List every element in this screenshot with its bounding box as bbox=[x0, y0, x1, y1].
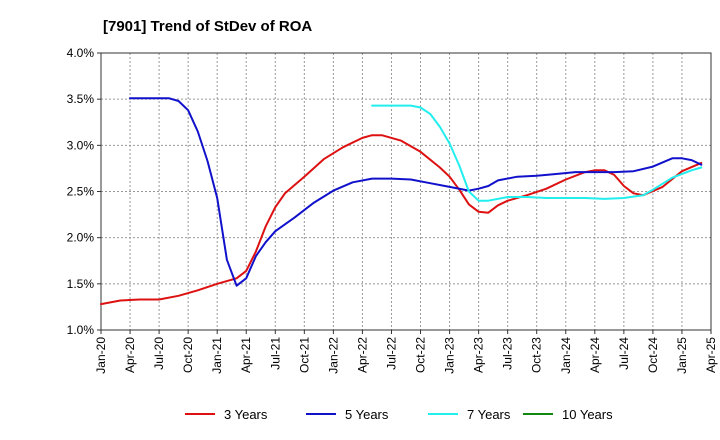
x-tick-label: Jan-20 bbox=[94, 337, 108, 374]
y-tick-label: 3.0% bbox=[67, 138, 95, 152]
x-tick-label: Oct-24 bbox=[646, 337, 660, 373]
x-tick-label: Jan-24 bbox=[559, 337, 573, 374]
x-tick-label: Apr-21 bbox=[239, 337, 253, 373]
y-tick-label: 3.5% bbox=[67, 92, 95, 106]
legend-label: 10 Years bbox=[562, 407, 613, 422]
y-tick-label: 1.0% bbox=[67, 323, 95, 337]
y-tick-label: 2.5% bbox=[67, 185, 95, 199]
x-tick-label: Jan-21 bbox=[210, 337, 224, 374]
series-lines bbox=[100, 97, 703, 306]
legend-label: 3 Years bbox=[224, 407, 268, 422]
x-tick-label: Apr-23 bbox=[472, 337, 486, 373]
x-tick-label: Jul-21 bbox=[268, 337, 282, 370]
x-tick-label: Jul-24 bbox=[617, 337, 631, 370]
x-tick-label: Jul-23 bbox=[501, 337, 515, 370]
series-line-3-years bbox=[100, 134, 703, 306]
x-tick-label: Oct-21 bbox=[297, 337, 311, 373]
chart-title: [7901] Trend of StDev of ROA bbox=[103, 18, 312, 35]
x-tick-label: Apr-24 bbox=[588, 337, 602, 373]
x-tick-label: Apr-22 bbox=[355, 337, 369, 373]
legend-label: 7 Years bbox=[467, 407, 511, 422]
series-line-7-years bbox=[371, 104, 703, 202]
x-tick-label: Jan-23 bbox=[443, 337, 457, 374]
x-tick-label: Jul-20 bbox=[152, 337, 166, 370]
x-tick-label: Apr-25 bbox=[704, 337, 718, 373]
x-tick-label: Jan-22 bbox=[326, 337, 340, 374]
x-tick-label: Apr-20 bbox=[123, 337, 137, 373]
x-tick-label: Oct-20 bbox=[181, 337, 195, 373]
x-tick-label: Jul-22 bbox=[384, 337, 398, 370]
x-tick-label: Oct-22 bbox=[414, 337, 428, 373]
legend: 3 Years 5 Years 7 Years 10 Years bbox=[185, 407, 613, 422]
grid-lines bbox=[101, 53, 711, 330]
series-line-5-years bbox=[129, 97, 703, 287]
x-tick-label: Oct-23 bbox=[530, 337, 544, 373]
legend-label: 5 Years bbox=[345, 407, 389, 422]
y-tick-label: 2.0% bbox=[67, 231, 95, 245]
x-axis: Jan-20 Apr-20 Jul-20 Oct-20 Jan-21 Apr-21 Jul-… bbox=[94, 330, 718, 374]
y-axis: 1.0% 1.5% 2.0% 2.5% 3.0% 3.5% 4.0% bbox=[67, 46, 101, 337]
y-tick-label: 4.0% bbox=[67, 46, 95, 60]
x-tick-label: Jan-25 bbox=[675, 337, 689, 374]
y-tick-label: 1.5% bbox=[67, 277, 95, 291]
